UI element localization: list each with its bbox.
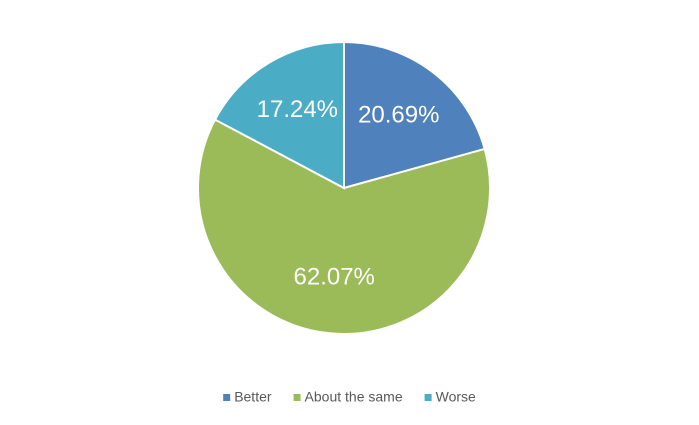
value-label: 17.24% (257, 96, 338, 123)
legend-swatch (293, 394, 301, 401)
pie-slice (197, 118, 491, 335)
value-label: 62.07% (294, 263, 375, 290)
legend-swatch (424, 394, 432, 401)
legend-swatch (223, 394, 231, 401)
legend-label: About the same (305, 389, 403, 405)
pie-slice (213, 40, 345, 190)
legend-label: Worse (436, 389, 476, 405)
legend: Better About the same Worse (223, 389, 476, 405)
pie-slice (343, 40, 486, 190)
value-label: 20.69% (358, 101, 439, 128)
legend-label: Better (234, 389, 272, 405)
